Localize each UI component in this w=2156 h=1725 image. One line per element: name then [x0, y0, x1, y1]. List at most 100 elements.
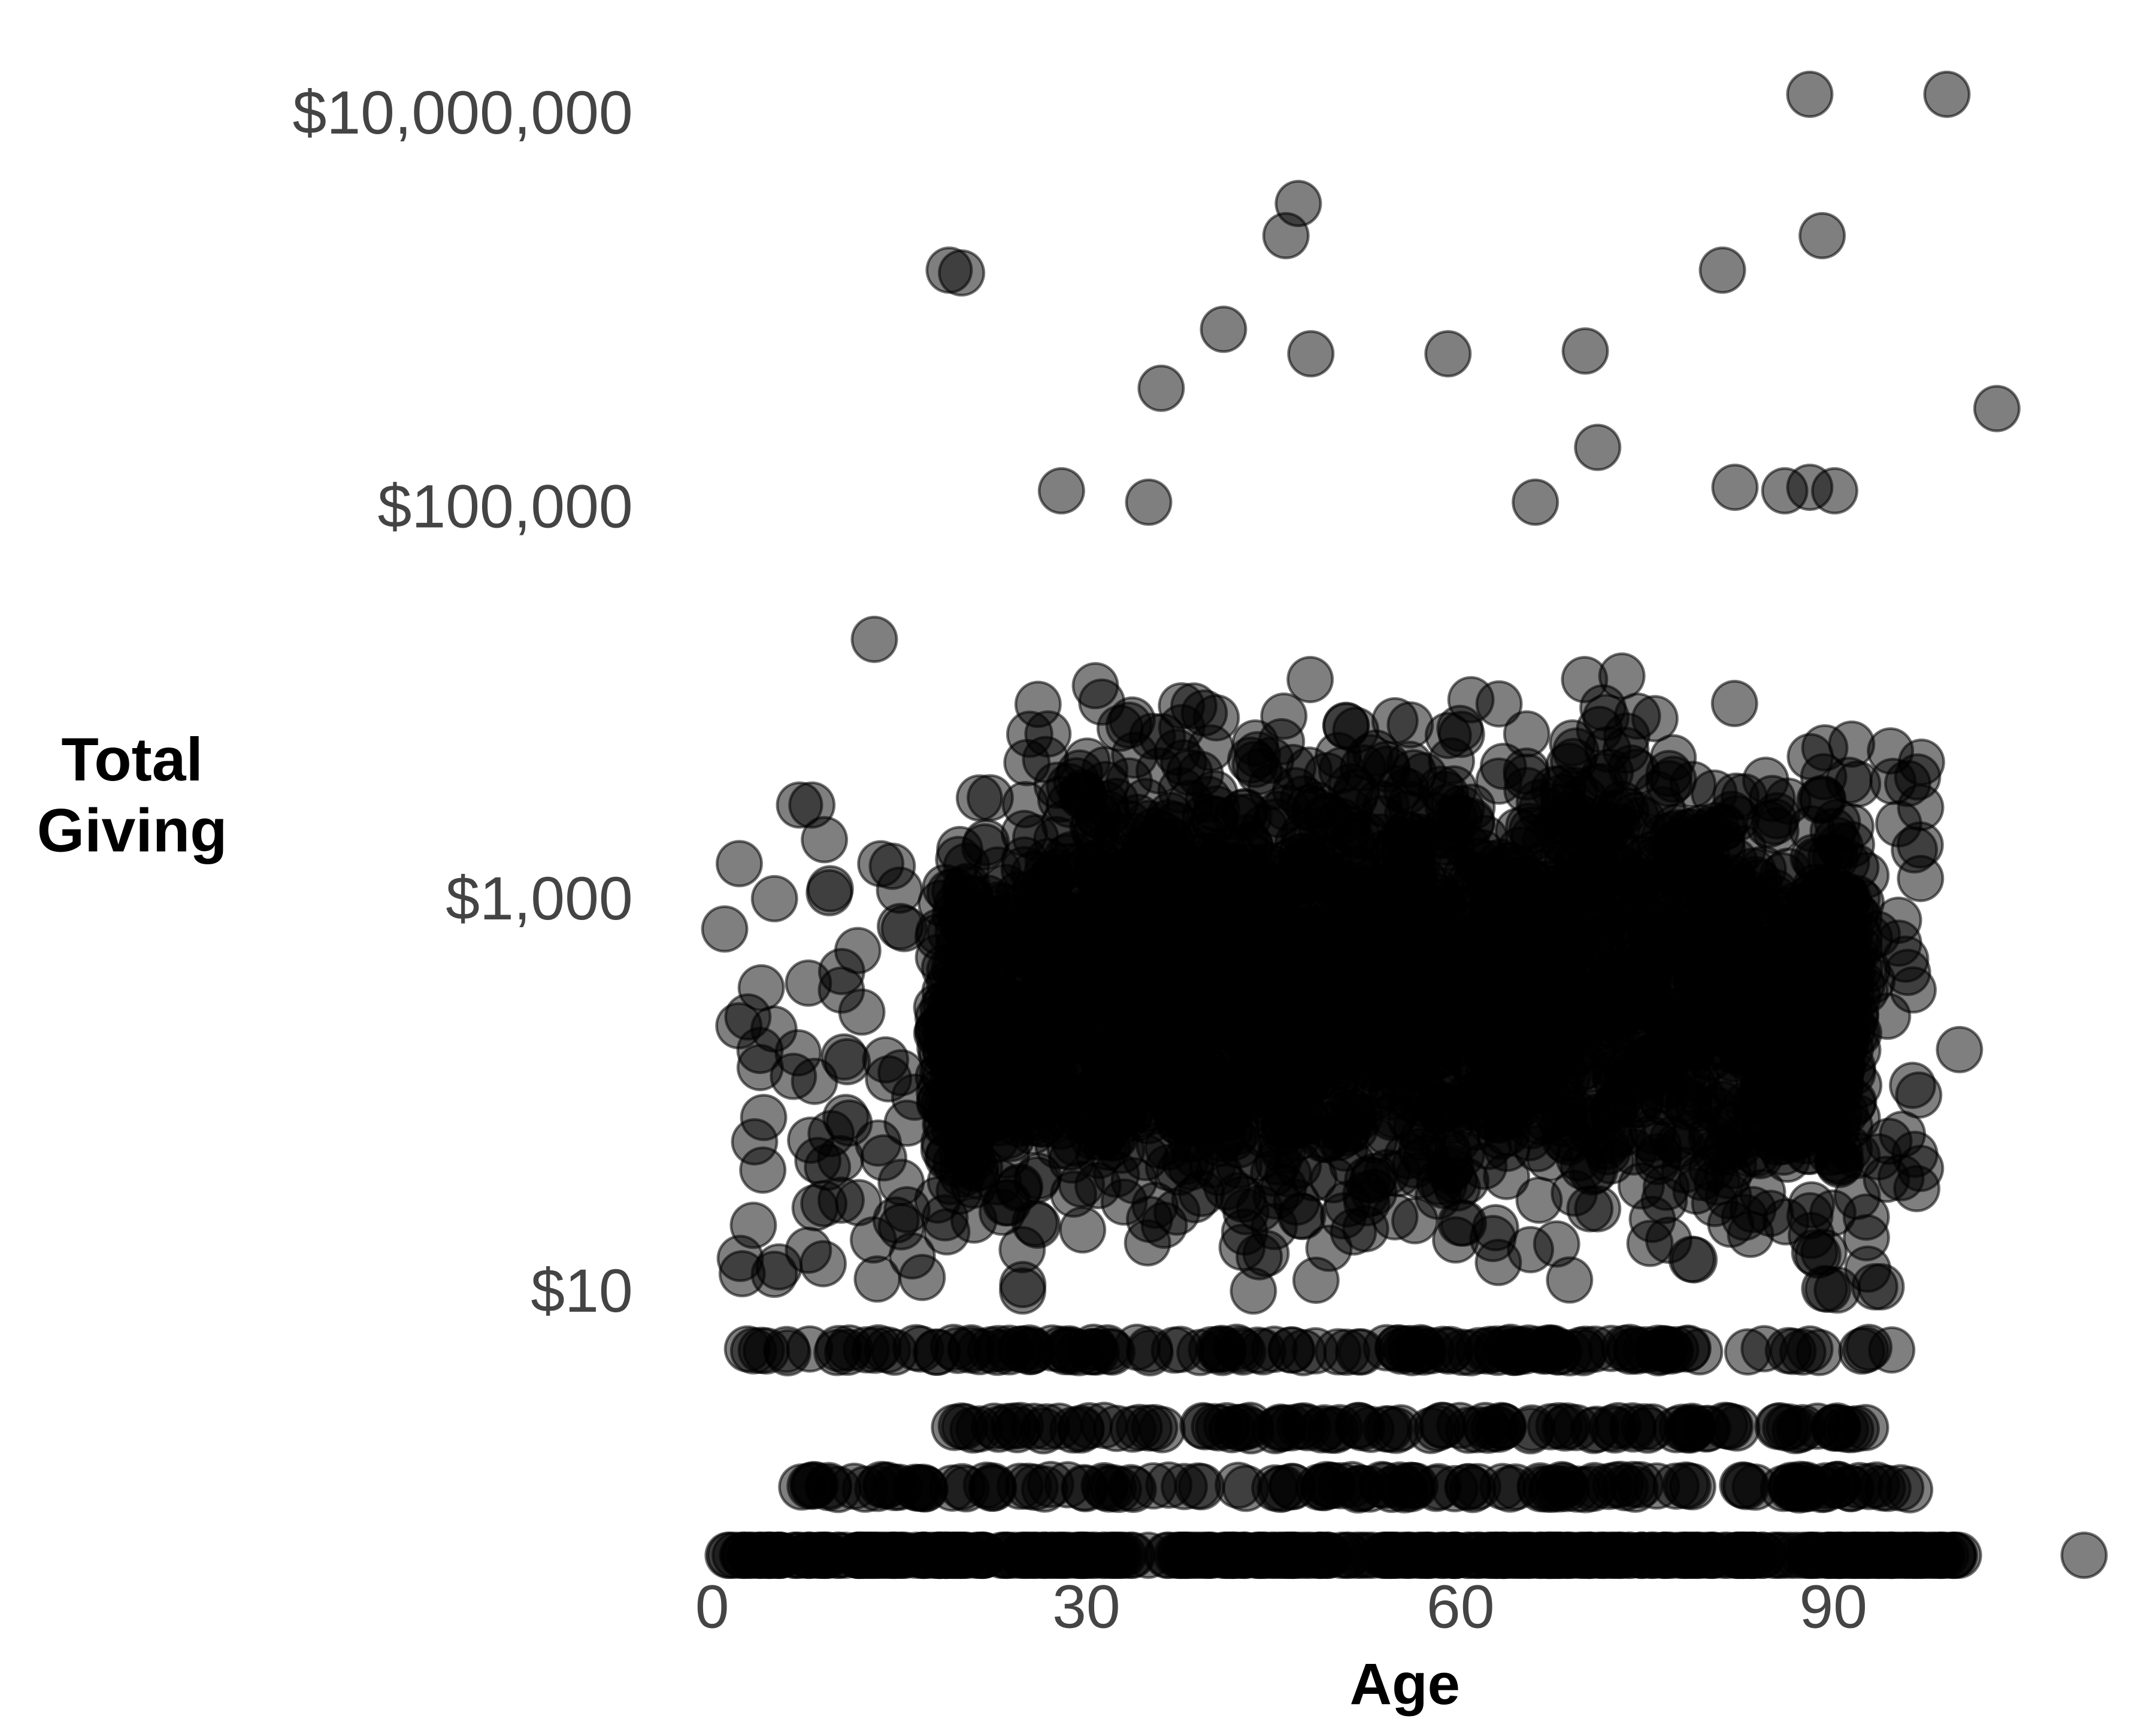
data-point [1106, 1090, 1154, 1137]
data-point [1845, 1324, 1893, 1372]
data-point [883, 1099, 931, 1147]
data-point [1765, 1403, 1813, 1451]
data-point [785, 1226, 832, 1274]
data-point [1836, 945, 1884, 992]
data-point [1263, 1532, 1311, 1579]
data-point [1864, 992, 1912, 1040]
data-point [1379, 1532, 1427, 1579]
data-point [737, 964, 785, 1012]
data-point [1109, 1466, 1157, 1514]
data-point [1317, 797, 1365, 845]
y-axis-title-line-2: Giving [37, 795, 228, 864]
data-point [1143, 1023, 1191, 1071]
data-point [1722, 1463, 1770, 1511]
data-point [998, 1225, 1046, 1273]
data-point [1092, 1405, 1140, 1452]
data-point [1716, 868, 1764, 916]
data-point [1286, 656, 1334, 704]
data-point [1322, 1109, 1370, 1157]
data-point [1230, 1267, 1277, 1315]
data-point [1303, 1461, 1350, 1509]
data-point [1698, 958, 1746, 1006]
data-point [1525, 1532, 1572, 1579]
data-point [940, 951, 988, 998]
data-point [1911, 1532, 1959, 1579]
data-point [1014, 680, 1062, 728]
data-point [1813, 1104, 1861, 1152]
data-point [1973, 385, 2021, 432]
data-point [1274, 1142, 1322, 1190]
data-point [1897, 739, 1945, 786]
y-axis-title: Total Giving [37, 725, 228, 864]
data-point [1727, 1210, 1775, 1258]
data-point [1023, 1053, 1071, 1101]
data-point [1780, 1532, 1828, 1579]
data-point [1483, 1152, 1531, 1200]
data-point [1809, 1189, 1857, 1237]
data-point [1811, 467, 1858, 515]
data-point [1507, 889, 1555, 937]
data-point [1570, 1406, 1618, 1454]
data-point [1091, 1532, 1139, 1579]
data-point [1618, 796, 1666, 844]
data-point [1597, 1460, 1645, 1508]
y-tick-label: $10 [531, 1256, 633, 1325]
data-point [1561, 327, 1609, 375]
data-point [985, 1324, 1033, 1372]
data-point [883, 1186, 931, 1234]
data-point [1512, 478, 1560, 526]
data-point [929, 1324, 977, 1372]
data-point [1292, 1256, 1340, 1304]
data-point [706, 1532, 754, 1579]
data-point [1637, 1328, 1685, 1376]
data-point [1122, 1134, 1170, 1182]
data-point [1307, 910, 1355, 958]
data-point [1200, 305, 1247, 353]
data-point [701, 905, 749, 953]
data-point [1195, 851, 1243, 899]
data-point [1107, 960, 1155, 1008]
data-point [1394, 1327, 1442, 1375]
data-point [1798, 211, 1846, 259]
data-point [1609, 1402, 1657, 1450]
data-point [1503, 710, 1551, 758]
data-point [794, 1137, 842, 1184]
data-point [1338, 1404, 1386, 1452]
data-point [1769, 1327, 1817, 1375]
data-point [1865, 1117, 1913, 1165]
data-point [858, 1460, 906, 1508]
data-point [1182, 986, 1230, 1033]
data-point [1530, 949, 1577, 997]
y-tick-label: $10,000,000 [292, 78, 632, 147]
data-point [1645, 749, 1693, 797]
x-axis: 0 30 60 90 Age [695, 1572, 1867, 1717]
data-point [994, 1406, 1041, 1454]
data-point [938, 249, 986, 297]
data-point [1574, 423, 1622, 471]
data-point [1262, 211, 1310, 259]
data-point [1164, 825, 1212, 873]
data-point [1882, 935, 1930, 983]
x-tick-label: 0 [695, 1572, 729, 1641]
data-point [1513, 1007, 1561, 1055]
data-point [1936, 1025, 1984, 1073]
data-point [1210, 1113, 1258, 1161]
data-point [1137, 364, 1185, 412]
x-tick-label: 30 [1052, 1572, 1121, 1641]
data-point [2060, 1532, 2108, 1579]
data-point [1794, 1231, 1842, 1279]
y-axis-title-line-1: Total [61, 725, 203, 794]
data-point [880, 904, 928, 952]
data-point [999, 1267, 1047, 1315]
data-point [1710, 680, 1758, 728]
data-point [888, 1232, 936, 1280]
data-point [1424, 330, 1472, 378]
data-point [731, 1118, 779, 1166]
data-point [1291, 1327, 1339, 1375]
data-point [1724, 1532, 1772, 1579]
data-point [958, 1532, 1006, 1579]
data-point [861, 1532, 909, 1579]
data-point [1368, 1094, 1416, 1142]
data-point [1669, 1463, 1716, 1511]
